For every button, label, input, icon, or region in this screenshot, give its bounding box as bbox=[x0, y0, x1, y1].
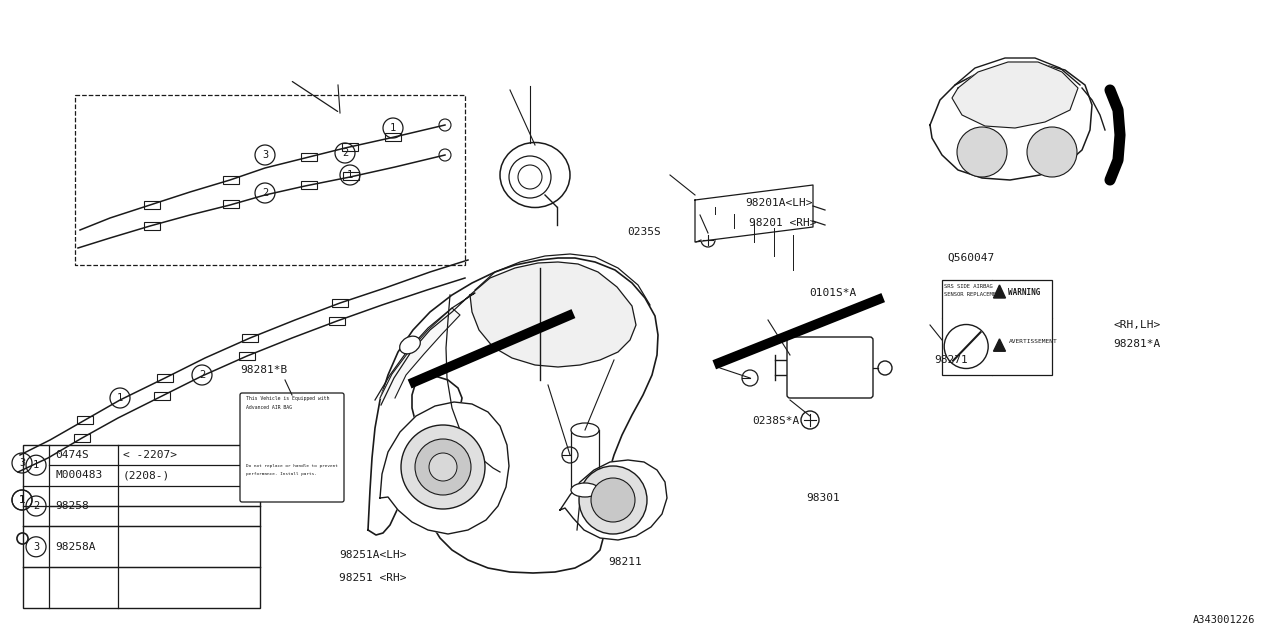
Text: M000483: M000483 bbox=[55, 470, 102, 481]
Bar bbox=[329, 317, 346, 325]
FancyBboxPatch shape bbox=[241, 393, 344, 502]
Bar bbox=[74, 434, 90, 442]
Bar bbox=[343, 172, 358, 180]
Bar bbox=[154, 392, 170, 400]
Bar bbox=[342, 143, 358, 151]
Polygon shape bbox=[470, 262, 636, 367]
Text: 2: 2 bbox=[33, 501, 40, 511]
Polygon shape bbox=[380, 402, 509, 534]
Bar bbox=[301, 153, 317, 161]
Bar bbox=[223, 200, 239, 208]
Text: 1: 1 bbox=[116, 393, 123, 403]
Text: A343001226: A343001226 bbox=[1193, 615, 1254, 625]
Text: Advanced AIR BAG: Advanced AIR BAG bbox=[246, 405, 292, 410]
Circle shape bbox=[1027, 127, 1076, 177]
Text: <RH,LH>: <RH,LH> bbox=[1114, 320, 1161, 330]
Polygon shape bbox=[380, 308, 460, 398]
Bar bbox=[385, 133, 401, 141]
Text: This Vehicle is Equipped with: This Vehicle is Equipped with bbox=[246, 396, 329, 401]
Polygon shape bbox=[369, 258, 658, 573]
Polygon shape bbox=[561, 460, 667, 540]
Polygon shape bbox=[952, 62, 1078, 128]
Text: 98251 <RH>: 98251 <RH> bbox=[339, 573, 407, 583]
Text: 0474S: 0474S bbox=[55, 450, 88, 460]
Text: SENSOR REPLACEMENT: SENSOR REPLACEMENT bbox=[945, 292, 1002, 297]
Text: 98258A: 98258A bbox=[55, 542, 96, 552]
Circle shape bbox=[591, 478, 635, 522]
Bar bbox=[242, 334, 259, 342]
Text: 98251A<LH>: 98251A<LH> bbox=[339, 550, 407, 561]
Text: 1: 1 bbox=[19, 495, 26, 505]
Text: 1: 1 bbox=[390, 123, 396, 133]
Bar bbox=[301, 181, 317, 189]
Text: (2208-): (2208-) bbox=[123, 470, 170, 481]
Polygon shape bbox=[931, 64, 1092, 180]
Circle shape bbox=[957, 127, 1007, 177]
Text: 98281*B: 98281*B bbox=[241, 365, 288, 375]
Text: 2: 2 bbox=[198, 370, 205, 380]
Text: Q560047: Q560047 bbox=[947, 253, 995, 263]
Circle shape bbox=[429, 453, 457, 481]
Text: 98211: 98211 bbox=[608, 557, 641, 567]
Bar bbox=[23, 445, 260, 608]
Bar bbox=[143, 201, 160, 209]
Text: 98201A<LH>: 98201A<LH> bbox=[745, 198, 813, 209]
Ellipse shape bbox=[571, 483, 599, 497]
Text: 2: 2 bbox=[342, 148, 348, 158]
Bar bbox=[239, 352, 255, 360]
Text: 98301: 98301 bbox=[806, 493, 840, 503]
Text: 3: 3 bbox=[19, 458, 26, 468]
Text: 1: 1 bbox=[19, 495, 26, 505]
Bar bbox=[223, 176, 239, 184]
Text: 0235S: 0235S bbox=[627, 227, 660, 237]
Bar bbox=[77, 416, 93, 424]
Text: SRS SIDE AIRBAG: SRS SIDE AIRBAG bbox=[945, 284, 993, 289]
FancyBboxPatch shape bbox=[787, 337, 873, 398]
Bar bbox=[157, 374, 173, 382]
Text: 1: 1 bbox=[347, 170, 353, 180]
Circle shape bbox=[415, 439, 471, 495]
Text: 2: 2 bbox=[262, 188, 268, 198]
Text: 98201 <RH>: 98201 <RH> bbox=[749, 218, 817, 228]
Circle shape bbox=[579, 466, 646, 534]
Bar bbox=[942, 280, 1052, 375]
Text: 1: 1 bbox=[33, 460, 40, 470]
Circle shape bbox=[401, 425, 485, 509]
Text: Do not replace or handle to prevent: Do not replace or handle to prevent bbox=[246, 464, 338, 468]
Text: 98281*A: 98281*A bbox=[1114, 339, 1161, 349]
Bar bbox=[332, 299, 348, 307]
Text: < -2207>: < -2207> bbox=[123, 450, 177, 460]
Text: 98258: 98258 bbox=[55, 501, 88, 511]
Text: AVERTISSEMENT: AVERTISSEMENT bbox=[1009, 339, 1057, 344]
Text: 0238S*A: 0238S*A bbox=[753, 416, 800, 426]
Text: 98271: 98271 bbox=[934, 355, 968, 365]
Polygon shape bbox=[695, 185, 813, 242]
Text: 3: 3 bbox=[33, 542, 40, 552]
Text: 3: 3 bbox=[262, 150, 268, 160]
Text: WARNING: WARNING bbox=[1009, 288, 1041, 297]
Polygon shape bbox=[993, 339, 1006, 351]
Ellipse shape bbox=[399, 336, 420, 354]
Ellipse shape bbox=[571, 423, 599, 437]
Text: 0101S*A: 0101S*A bbox=[809, 288, 856, 298]
Bar bbox=[143, 222, 160, 230]
Polygon shape bbox=[993, 285, 1006, 298]
Text: performance. Install parts.: performance. Install parts. bbox=[246, 472, 317, 476]
